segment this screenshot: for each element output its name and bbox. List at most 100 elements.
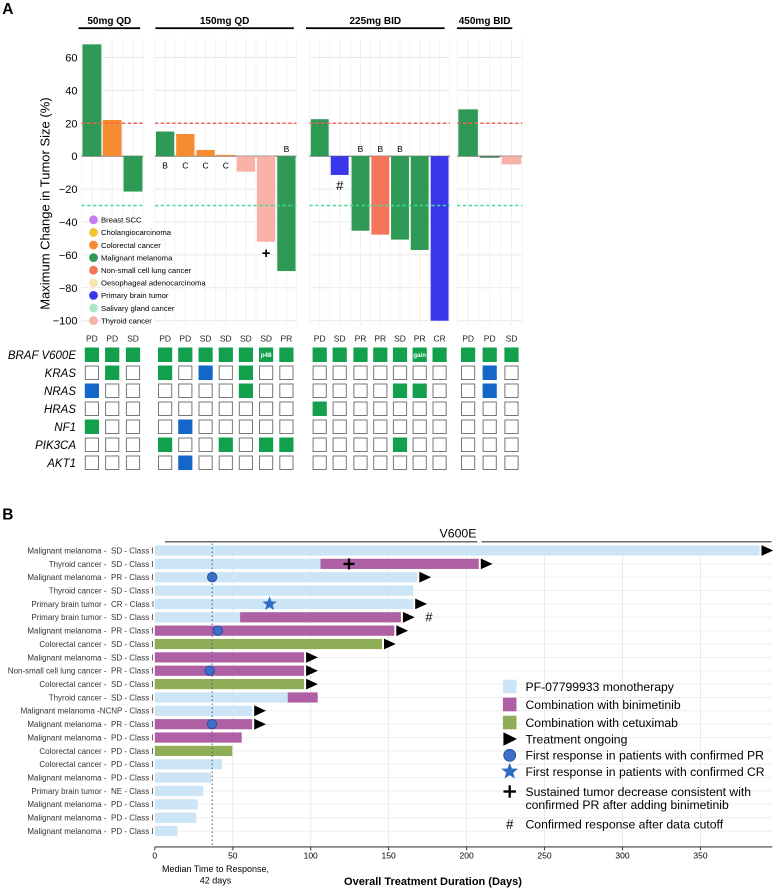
svg-text:Malignant melanoma -: Malignant melanoma - <box>27 827 106 836</box>
svg-text:Malignant melanoma: Malignant melanoma <box>101 253 173 262</box>
svg-text:PD: PD <box>314 334 326 344</box>
svg-text:CR - Class I: CR - Class I <box>111 600 154 609</box>
svg-text:PR - Class I: PR - Class I <box>111 720 154 729</box>
svg-text:−80: −80 <box>59 283 78 295</box>
svg-text:SD: SD <box>240 334 252 344</box>
svg-text:Non-small cell lung cancer: Non-small cell lung cancer <box>101 266 192 275</box>
svg-text:PD: PD <box>484 334 496 344</box>
svg-text:Colorectal cancer -: Colorectal cancer - <box>39 680 106 689</box>
svg-text:A: A <box>2 1 13 18</box>
svg-text:#: # <box>425 610 433 625</box>
svg-text:+: + <box>262 245 271 262</box>
svg-text:−100: −100 <box>53 316 78 328</box>
svg-text:300: 300 <box>615 851 629 861</box>
svg-text:Confirmed response after data: Confirmed response after data cutoff <box>526 817 724 831</box>
svg-text:Primary brain tumor -: Primary brain tumor - <box>31 600 106 609</box>
svg-text:First response in patients wit: First response in patients with confirme… <box>526 749 765 763</box>
svg-text:Malignant melanoma -: Malignant melanoma - <box>27 720 106 729</box>
svg-text:PF-07799933 monotherapy: PF-07799933 monotherapy <box>526 680 675 694</box>
svg-text:Colorectal cancer: Colorectal cancer <box>101 241 161 250</box>
svg-text:250: 250 <box>537 851 551 861</box>
svg-text:Maximum Change in Tumor Size (: Maximum Change in Tumor Size (%) <box>38 97 53 309</box>
svg-text:PR: PR <box>374 334 386 344</box>
svg-text:First response in patients wit: First response in patients with confirme… <box>526 765 765 779</box>
svg-text:SD - Class I: SD - Class I <box>111 587 154 596</box>
svg-text:Sustained tumor decrease consi: Sustained tumor decrease consistent with <box>526 785 752 799</box>
svg-text:PD - Class I: PD - Class I <box>111 747 154 756</box>
svg-text:NRAS: NRAS <box>44 386 76 398</box>
svg-text:SD - Class I: SD - Class I <box>111 693 154 702</box>
svg-text:Malignant melanoma -: Malignant melanoma - <box>27 814 106 823</box>
svg-text:p48: p48 <box>261 352 272 359</box>
svg-text:Malignant melanoma -: Malignant melanoma - <box>27 774 106 783</box>
svg-text:Colorectal cancer -: Colorectal cancer - <box>39 760 106 769</box>
svg-text:Cholangiocarcinoma: Cholangiocarcinoma <box>101 228 172 237</box>
svg-text:B: B <box>358 144 364 154</box>
svg-text:0: 0 <box>71 151 77 163</box>
svg-text:Median Time to Response,: Median Time to Response, <box>162 864 269 874</box>
svg-text:Non-small cell lung cancer -: Non-small cell lung cancer - <box>8 667 107 676</box>
svg-text:PD: PD <box>179 334 191 344</box>
svg-text:BRAF V600E: BRAF V600E <box>8 350 77 362</box>
svg-text:PD: PD <box>159 334 171 344</box>
svg-text:50: 50 <box>228 851 238 861</box>
svg-text:Primary brain tumor -: Primary brain tumor - <box>31 787 106 796</box>
svg-text:200: 200 <box>460 851 474 861</box>
svg-text:#: # <box>336 178 344 193</box>
svg-text:NE - Class I: NE - Class I <box>111 787 154 796</box>
svg-text:0: 0 <box>152 851 157 861</box>
svg-text:PD - Class I: PD - Class I <box>111 760 154 769</box>
svg-text:Overall Treatment Duration (Da: Overall Treatment Duration (Days) <box>344 876 522 888</box>
svg-text:AKT1: AKT1 <box>46 458 76 470</box>
svg-text:Salivary gland cancer: Salivary gland cancer <box>101 304 175 313</box>
svg-text:−20: −20 <box>59 184 78 196</box>
svg-text:PD - Class I: PD - Class I <box>111 827 154 836</box>
svg-text:60: 60 <box>65 53 77 65</box>
svg-text:Thyroid cancer -: Thyroid cancer - <box>49 560 107 569</box>
svg-text:#: # <box>506 817 514 832</box>
svg-text:Malignant melanoma -: Malignant melanoma - <box>27 573 106 582</box>
svg-text:PR: PR <box>355 334 367 344</box>
svg-text:Malignant melanoma -: Malignant melanoma - <box>27 800 106 809</box>
svg-text:KRAS: KRAS <box>45 368 77 380</box>
svg-text:−60: −60 <box>59 250 78 262</box>
svg-text:C: C <box>203 161 209 171</box>
svg-text:PR - Class I: PR - Class I <box>111 573 154 582</box>
svg-text:PD: PD <box>86 334 98 344</box>
svg-text:PD - Class I: PD - Class I <box>111 733 154 742</box>
svg-text:42 days: 42 days <box>200 875 232 885</box>
svg-text:SD: SD <box>394 334 406 344</box>
svg-text:−40: −40 <box>59 217 78 229</box>
svg-text:C: C <box>223 161 229 171</box>
svg-text:PD: PD <box>462 334 474 344</box>
svg-text:350: 350 <box>693 851 707 861</box>
svg-text:450mg BID: 450mg BID <box>459 16 511 27</box>
svg-text:Breast SCC: Breast SCC <box>101 216 142 225</box>
svg-text:Malignant melanoma -: Malignant melanoma - <box>27 653 106 662</box>
svg-text:CR: CR <box>433 334 445 344</box>
svg-text:SD: SD <box>260 334 272 344</box>
svg-text:SD - Class I: SD - Class I <box>111 613 154 622</box>
svg-text:PR - Class I: PR - Class I <box>111 667 154 676</box>
svg-text:C: C <box>182 161 188 171</box>
svg-text:Colorectal cancer -: Colorectal cancer - <box>39 640 106 649</box>
svg-text:50mg QD: 50mg QD <box>87 16 131 27</box>
svg-text:V600E: V600E <box>440 526 477 540</box>
svg-text:SD - Class I: SD - Class I <box>111 640 154 649</box>
svg-text:PIK3CA: PIK3CA <box>35 440 76 452</box>
svg-text:Malignant melanoma -NCNP - Cla: Malignant melanoma -NCNP - Class I <box>21 707 154 716</box>
svg-text:Thyroid cancer -: Thyroid cancer - <box>49 587 107 596</box>
svg-text:Primary brain tumor -: Primary brain tumor - <box>31 613 106 622</box>
svg-text:B: B <box>397 144 403 154</box>
svg-text:SD - Class I: SD - Class I <box>111 560 154 569</box>
svg-text:SD - Class I: SD - Class I <box>111 680 154 689</box>
svg-text:PD - Class I: PD - Class I <box>111 800 154 809</box>
svg-text:NF1: NF1 <box>54 422 76 434</box>
svg-text:Thyroid cancer: Thyroid cancer <box>101 316 152 325</box>
svg-text:gain: gain <box>413 352 426 359</box>
svg-text:PR: PR <box>280 334 292 344</box>
svg-text:PR: PR <box>414 334 426 344</box>
svg-text:Malignant melanoma -: Malignant melanoma - <box>27 733 106 742</box>
svg-text:HRAS: HRAS <box>44 404 76 416</box>
svg-text:Malignant melanoma -: Malignant melanoma - <box>27 627 106 636</box>
